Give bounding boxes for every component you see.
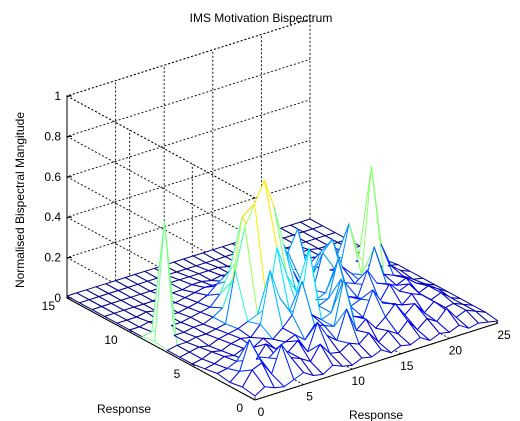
- z-tick-label: 0: [54, 291, 61, 305]
- box-top-edge: [65, 18, 311, 199]
- x-axis-line: [254, 322, 499, 401]
- y-axis-line: [66, 297, 256, 401]
- z-tick-label: 0.2: [44, 251, 61, 265]
- z-tick-label: 0.4: [44, 210, 61, 224]
- y-tick-label: 10: [104, 333, 118, 347]
- x-tick-label: 25: [497, 328, 511, 342]
- x-axis-label: Response: [349, 408, 403, 421]
- z-tick-label: 0.6: [44, 170, 61, 184]
- surface-layer: [66, 166, 499, 397]
- y-tick-label: 5: [174, 367, 181, 381]
- surface-cell: [475, 310, 499, 323]
- z-gridline-5: [65, 18, 311, 199]
- x-tick-label: 20: [449, 343, 463, 357]
- x-tick-label: 10: [352, 374, 366, 388]
- x-tick-label: 15: [400, 359, 414, 373]
- chart-title: IMS Motivation Bispectrum: [190, 11, 333, 25]
- z-tick-label: 0.8: [44, 129, 61, 143]
- y-axis-label: Response: [97, 402, 151, 416]
- z-tick-label: 1: [54, 89, 61, 103]
- x-tick-label: 5: [306, 390, 313, 404]
- y-tick-label: 15: [42, 299, 56, 313]
- y-tick-label: 0: [236, 401, 243, 415]
- z-axis-label: Normalised Bispectral Mangitude: [13, 112, 27, 288]
- x-tick-label: 0: [258, 405, 265, 419]
